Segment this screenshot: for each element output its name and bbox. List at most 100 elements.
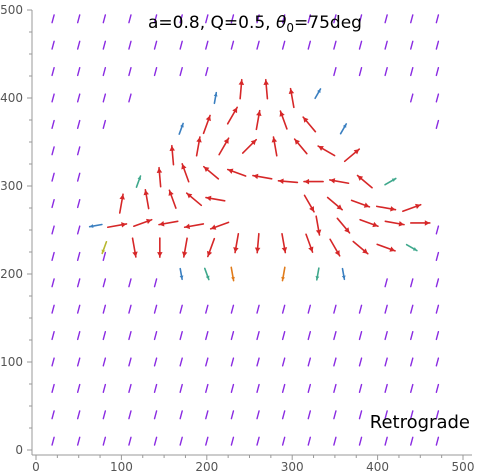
weak-vector [410, 304, 414, 314]
weak-vector [102, 14, 107, 24]
vector-arrow [195, 136, 202, 157]
x-tick-label: 400 [366, 460, 389, 473]
weak-vector [128, 331, 132, 341]
weak-vector [153, 278, 158, 288]
vector-arrow [329, 178, 350, 185]
weak-vector [281, 357, 286, 367]
weak-vector [230, 14, 235, 24]
weak-vector [128, 383, 132, 393]
weak-vector [333, 383, 337, 393]
weak-vector [76, 67, 81, 77]
arrow-head [254, 247, 261, 253]
weak-vector [76, 436, 81, 446]
weak-vector [51, 199, 55, 209]
vector-arrow [303, 178, 324, 185]
arrow-head [206, 250, 213, 257]
vector-arrow [341, 267, 346, 281]
weak-vector [410, 436, 414, 446]
arrow-head [372, 221, 378, 228]
weak-vector [102, 40, 107, 50]
vector-arrow [233, 233, 240, 254]
vector-arrow [350, 199, 371, 208]
weak-vector [281, 410, 286, 420]
arrow-head [210, 224, 217, 230]
vector-arrow [409, 220, 431, 226]
vector-arrow [271, 136, 278, 157]
arrow-head [121, 222, 127, 228]
weak-vector [307, 436, 312, 446]
vector-arrow [252, 173, 273, 180]
arrow-head [317, 88, 321, 93]
vector-arrow [209, 221, 230, 230]
axes: 0 100 200 300 400 500 0 100 200 300 400 500 [0, 3, 474, 473]
weak-vector [435, 304, 440, 314]
arrow-head [315, 229, 322, 235]
vector-arrow [202, 114, 211, 135]
weak-vector [358, 331, 363, 341]
weak-vector [358, 410, 363, 420]
arrow-head [238, 79, 245, 85]
arrow-head [168, 190, 174, 196]
weak-vector [205, 383, 209, 393]
arrow-head [205, 195, 212, 202]
vector-arrow [106, 222, 128, 229]
weak-vector [179, 331, 183, 341]
vector-arrow [281, 266, 286, 282]
vector-arrow [133, 218, 153, 228]
weak-vector [410, 357, 414, 367]
weak-vector [205, 410, 209, 420]
weak-vector [358, 436, 363, 446]
weak-vector [102, 119, 107, 129]
weak-vector [358, 67, 363, 77]
weak-vector [153, 67, 158, 77]
vector-arrow [277, 178, 299, 184]
weak-vector [102, 410, 107, 420]
weak-vector [76, 93, 81, 103]
weak-vector [358, 304, 363, 314]
weak-vector [230, 331, 235, 341]
vector-arrow [303, 194, 315, 213]
weak-vector [179, 357, 183, 367]
arrow-head [315, 276, 320, 280]
weak-vector [102, 93, 107, 103]
weak-vector [153, 410, 158, 420]
weak-vector [51, 225, 55, 235]
vector-arrow [218, 137, 230, 156]
weak-vector [128, 278, 132, 288]
weak-vector [410, 67, 414, 77]
vector-arrow [254, 232, 261, 254]
weak-vector [435, 331, 440, 341]
arrow-head [357, 175, 364, 181]
arrow-head [281, 276, 285, 281]
arrow-head [156, 167, 163, 173]
weak-vector [205, 40, 209, 50]
arrow-head [180, 123, 184, 128]
arrow-head [415, 203, 421, 210]
weak-vector [51, 251, 55, 261]
vector-arrow [238, 78, 245, 100]
weak-vector [205, 67, 209, 77]
weak-vector [435, 251, 440, 261]
weak-vector [51, 93, 55, 103]
arrow-head [344, 227, 350, 233]
weak-vector [179, 436, 183, 446]
weak-vector [384, 14, 388, 24]
arrow-head [205, 115, 211, 122]
arrow-head [196, 137, 202, 143]
arrow-head [304, 178, 310, 185]
vector-arrow [131, 237, 138, 258]
arrow-head [362, 248, 368, 254]
y-tick-label: 500 [0, 3, 23, 17]
weak-vector [410, 40, 414, 50]
arrow-head [159, 221, 165, 227]
weak-vector [102, 251, 107, 261]
weak-vector [153, 383, 158, 393]
vector-arrow [178, 122, 184, 135]
weak-vector [51, 383, 55, 393]
arrow-head [389, 246, 396, 252]
arrow-head [318, 146, 324, 151]
arrow-head [424, 220, 430, 226]
arrow-head [132, 251, 138, 257]
arrow-head [329, 178, 336, 184]
chart-title: a=0.8, Q=0.5, θ0=75deg [148, 13, 362, 35]
